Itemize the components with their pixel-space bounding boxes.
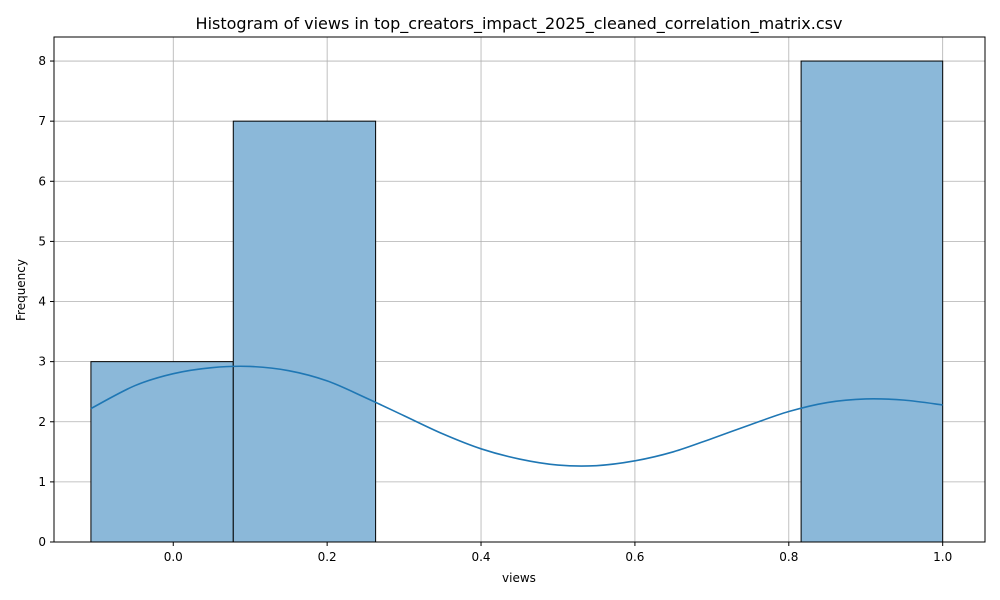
- x-tick-label: 0.4: [471, 550, 490, 564]
- y-tick-label: 2: [38, 415, 46, 429]
- histogram-bar: [90, 361, 234, 543]
- ticks: 0.0 0.2 0.4 0.6 0.8 1.0 0 1 2 3 4 5 6 7 8: [38, 54, 952, 564]
- x-tick-label: 0.0: [164, 550, 183, 564]
- x-tick-label: 0.6: [625, 550, 644, 564]
- x-tick-label: 0.2: [318, 550, 337, 564]
- y-tick-label: 8: [38, 54, 46, 68]
- y-tick-label: 4: [38, 295, 46, 309]
- x-tick-label: 1.0: [933, 550, 952, 564]
- histogram-bar: [232, 120, 377, 543]
- x-axis-label: views: [502, 571, 536, 585]
- y-axis-label: Frequency: [14, 259, 28, 321]
- x-tick-label: 0.8: [779, 550, 798, 564]
- kde-curve-group: [90, 365, 943, 467]
- y-tick-label: 0: [38, 535, 46, 549]
- chart-title: Histogram of views in top_creators_impac…: [196, 14, 843, 34]
- axes: [53, 36, 986, 543]
- plot-frame: [53, 36, 986, 543]
- histogram-bars: [90, 60, 944, 543]
- histogram-bar: [800, 60, 944, 543]
- y-tick-label: 1: [38, 475, 46, 489]
- y-tick-label: 7: [38, 114, 46, 128]
- kde-line: [90, 365, 943, 467]
- y-tick-label: 5: [38, 234, 46, 248]
- y-tick-label: 6: [38, 174, 46, 188]
- y-tick-label: 3: [38, 355, 46, 369]
